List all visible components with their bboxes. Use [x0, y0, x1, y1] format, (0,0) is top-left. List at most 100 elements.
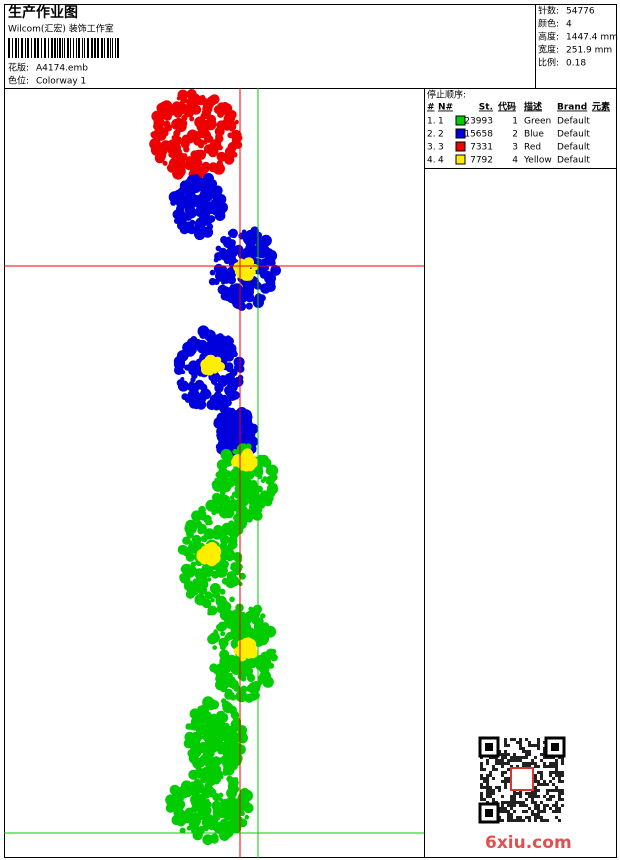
qr-module: [531, 798, 534, 801]
qr-module: [534, 777, 537, 780]
stitch-blob: [215, 674, 224, 684]
stitch-blob: [201, 819, 209, 827]
stitch-blob: [166, 163, 177, 173]
stitch-blob: [227, 760, 238, 771]
stitch-blob: [171, 135, 176, 140]
bar-line: [78, 38, 80, 58]
row-code: 3: [512, 143, 518, 153]
qr-module: [507, 801, 510, 804]
row-stitches: 15658: [464, 130, 493, 140]
qr-module: [528, 741, 531, 744]
qr-module: [522, 810, 525, 813]
stitch-blob: [182, 97, 187, 101]
stitch-blob: [218, 637, 229, 648]
stitch-blob: [270, 648, 277, 655]
bar-line: [64, 38, 65, 58]
qr-module: [522, 762, 525, 765]
stitch-blob: [230, 495, 235, 500]
qr-module: [528, 807, 531, 810]
qr-module: [507, 810, 510, 813]
stitch-blob: [158, 130, 166, 138]
qr-module: [516, 801, 519, 804]
qr-module: [534, 786, 537, 789]
bar-line: [107, 38, 109, 58]
qr-module: [510, 801, 513, 804]
stitch-blob: [175, 124, 182, 131]
qr-module: [525, 765, 528, 768]
stitch-blob: [209, 700, 220, 710]
qr-module: [522, 801, 525, 804]
qr-module: [534, 804, 537, 807]
qr-module: [507, 768, 510, 771]
qr-module: [549, 774, 552, 777]
stitch-blob: [214, 825, 223, 833]
stitch-blob: [188, 399, 199, 409]
qr-module: [534, 780, 537, 783]
stitch-blob: [249, 232, 254, 237]
qr-module: [528, 750, 531, 753]
qr-module: [495, 768, 498, 771]
stitch-blob: [190, 194, 199, 203]
qr-module: [519, 804, 522, 807]
qr-stamp: [510, 767, 534, 791]
qr-module: [549, 807, 552, 810]
qr-module: [549, 762, 552, 765]
stitch-blob: [212, 668, 217, 673]
column-header: Brand: [557, 103, 587, 113]
stitch-blob: [212, 186, 217, 191]
stitch-blob: [262, 666, 267, 671]
stitch-blob: [203, 528, 215, 540]
qr-module: [561, 789, 564, 792]
stitch-blob: [184, 159, 195, 171]
stitch-blob: [227, 535, 238, 546]
qr-module: [549, 780, 552, 783]
qr-module: [537, 789, 540, 792]
bar-line: [101, 38, 103, 58]
stitch-blob: [240, 685, 247, 692]
qr-module: [519, 816, 522, 819]
stitch-blob: [182, 153, 188, 158]
stitch-blob: [236, 268, 247, 279]
qr-module: [534, 762, 537, 765]
qr-module: [504, 750, 507, 753]
stitch-blob: [189, 360, 196, 368]
stitch-blob: [239, 811, 245, 817]
qr-module: [546, 789, 549, 792]
qr-module: [507, 762, 510, 765]
stitch-blob: [229, 596, 235, 603]
stitch-blob: [205, 740, 216, 751]
stitch-blob: [248, 606, 254, 612]
stitch-blob: [212, 645, 217, 650]
stitch-blob: [230, 564, 237, 571]
qr-module: [501, 762, 504, 765]
stitch-blob: [238, 798, 250, 810]
qr-module: [549, 765, 552, 768]
qr-module: [558, 807, 561, 810]
stitch-blob: [186, 207, 197, 219]
stitch-blob: [202, 199, 209, 206]
stitch-blob: [184, 732, 194, 742]
stitch-blob: [201, 558, 208, 565]
qr-module: [534, 795, 537, 798]
qr-module: [510, 756, 513, 759]
info-value: 54776: [566, 7, 595, 17]
qr-module: [558, 810, 561, 813]
stitch-blob: [192, 757, 204, 769]
stitch-blob: [207, 341, 218, 353]
bar-line: [73, 38, 74, 58]
qr-module: [534, 792, 537, 795]
stitch-blob: [220, 345, 226, 351]
studio: Wilcom(汇宏) 装饰工作室: [8, 23, 114, 35]
qr-module: [552, 777, 555, 780]
bar-line: [87, 38, 89, 58]
qr-module: [516, 756, 519, 759]
qr-module: [543, 804, 546, 807]
qr-module: [555, 810, 558, 813]
stitch-blob: [206, 729, 212, 735]
stitch-blob: [168, 191, 181, 204]
qr-module: [531, 813, 534, 816]
qr-module: [534, 765, 537, 768]
stitch-blob: [162, 160, 168, 166]
qr-module: [489, 795, 492, 798]
qr-module: [483, 786, 486, 789]
